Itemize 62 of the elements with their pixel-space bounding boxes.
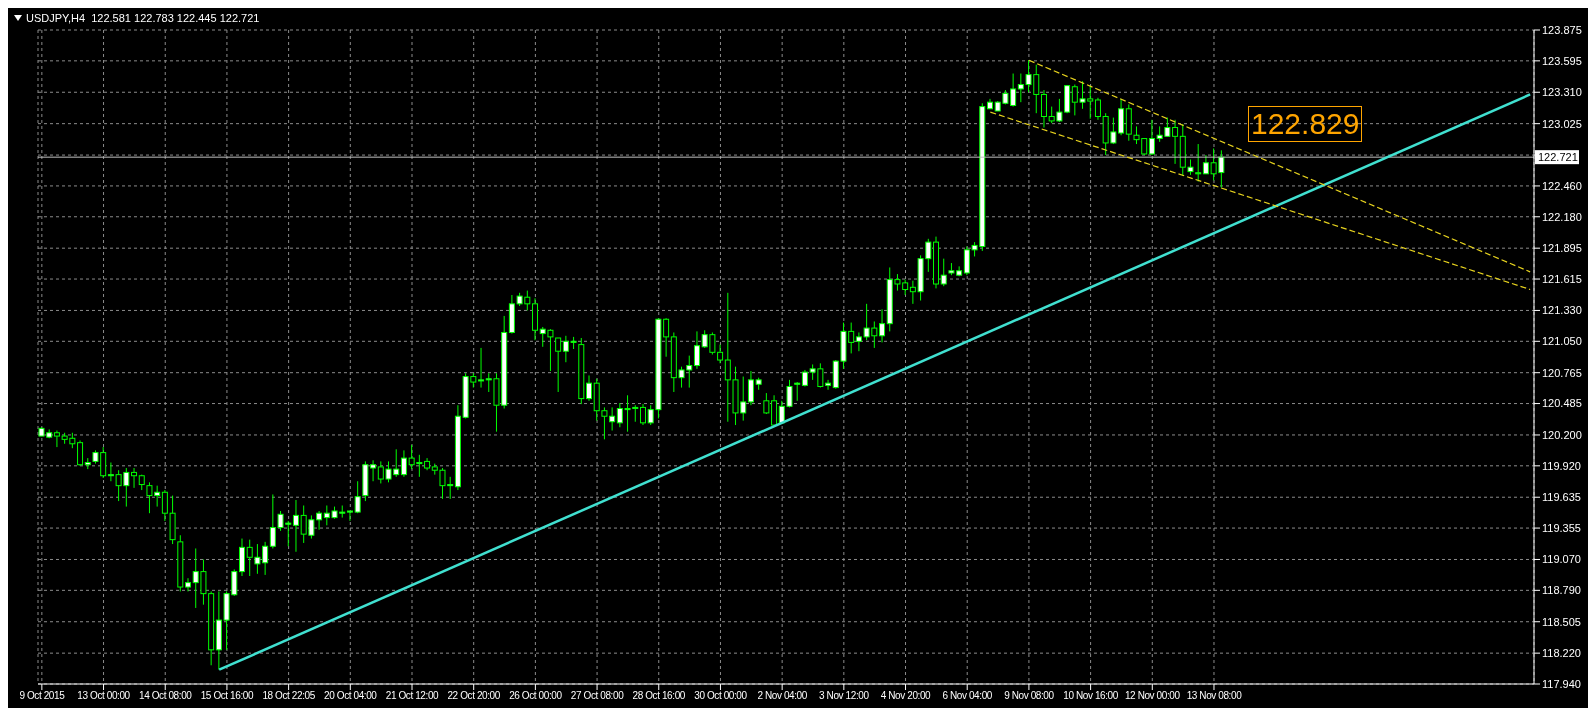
- candlestick: [825, 379, 832, 391]
- y-tick-label: 122.460: [1542, 179, 1582, 192]
- y-tick-label: 123.595: [1542, 54, 1582, 67]
- candlestick: [1195, 143, 1202, 183]
- y-tick-label: 120.200: [1542, 428, 1582, 441]
- candlestick: [77, 439, 84, 467]
- y-tick-label: 119.635: [1542, 491, 1581, 504]
- chart-title: USDJPY,H4 122.581 122.783 122.445 122.721: [26, 12, 260, 24]
- ref-line-label: 122.721: [1538, 151, 1578, 164]
- x-tick-label: 10 Nov 16:00: [1063, 690, 1119, 702]
- y-tick-label: 121.895: [1542, 242, 1582, 255]
- x-tick-label: 22 Oct 20:00: [447, 690, 501, 702]
- y-tick-label: 118.220: [1542, 647, 1581, 660]
- x-tick-label: 6 Nov 04:00: [942, 690, 993, 702]
- x-tick-label: 26 Oct 00:00: [509, 690, 563, 702]
- x-tick-label: 13 Nov 08:00: [1186, 690, 1243, 702]
- x-tick-label: 13 Oct 00:00: [77, 690, 131, 702]
- y-tick-label: 117.940: [1542, 677, 1581, 690]
- x-tick-label: 15 Oct 16:00: [200, 690, 254, 702]
- x-tick-label: 2 Nov 04:00: [757, 690, 808, 702]
- x-tick-label: 18 Oct 22:05: [262, 690, 316, 702]
- candlestick: [747, 370, 754, 406]
- x-tick-label: 28 Oct 16:00: [632, 690, 686, 702]
- x-tick-label: 9 Nov 08:00: [1004, 690, 1055, 702]
- candlestick: [346, 510, 353, 522]
- annotation: 122.829: [1248, 106, 1363, 142]
- x-tick-label: 12 Nov 00:00: [1124, 690, 1181, 702]
- x-tick-label: 3 Nov 12:00: [819, 690, 870, 702]
- candlestick: [478, 347, 485, 389]
- candlestick: [879, 308, 886, 343]
- candlestick: [693, 330, 700, 370]
- x-tick-label: 9 Oct 2015: [19, 690, 66, 702]
- y-tick-label: 118.790: [1542, 584, 1581, 597]
- y-tick-label: 121.050: [1542, 335, 1582, 348]
- y-tick-label: 121.330: [1542, 304, 1582, 317]
- candlestick: [1094, 97, 1101, 121]
- y-tick-label: 121.615: [1542, 272, 1582, 285]
- y-tick-label: 123.875: [1542, 23, 1582, 36]
- candlestick: [639, 403, 646, 426]
- y-tick-label: 123.025: [1542, 117, 1582, 130]
- candlestick: [292, 499, 299, 553]
- candlestick: [131, 467, 138, 489]
- x-tick-label: 21 Oct 12:00: [385, 690, 440, 702]
- candlestick: [586, 374, 593, 402]
- y-tick-label: 123.310: [1542, 86, 1582, 99]
- y-tick-label: 122.180: [1542, 210, 1582, 223]
- x-tick-label: 14 Oct 08:00: [139, 690, 193, 702]
- y-tick-label: 119.920: [1542, 459, 1581, 472]
- candlestick: [794, 381, 801, 402]
- y-tick-label: 118.505: [1542, 615, 1581, 628]
- y-tick-label: 120.765: [1542, 366, 1582, 379]
- candlestick: [1040, 89, 1047, 129]
- y-tick-label: 120.485: [1542, 397, 1582, 410]
- x-tick-label: 30 Oct 00:00: [694, 690, 748, 702]
- y-tick-label: 119.070: [1542, 553, 1581, 566]
- candlestick: [940, 258, 947, 287]
- x-tick-label: 27 Oct 08:00: [570, 690, 625, 702]
- candlestick: [354, 480, 361, 514]
- candlestick: [185, 577, 192, 592]
- x-tick-label: 4 Nov 20:00: [880, 690, 932, 702]
- y-tick-label: 119.355: [1542, 521, 1581, 534]
- x-tick-label: 20 Oct 04:00: [324, 690, 378, 702]
